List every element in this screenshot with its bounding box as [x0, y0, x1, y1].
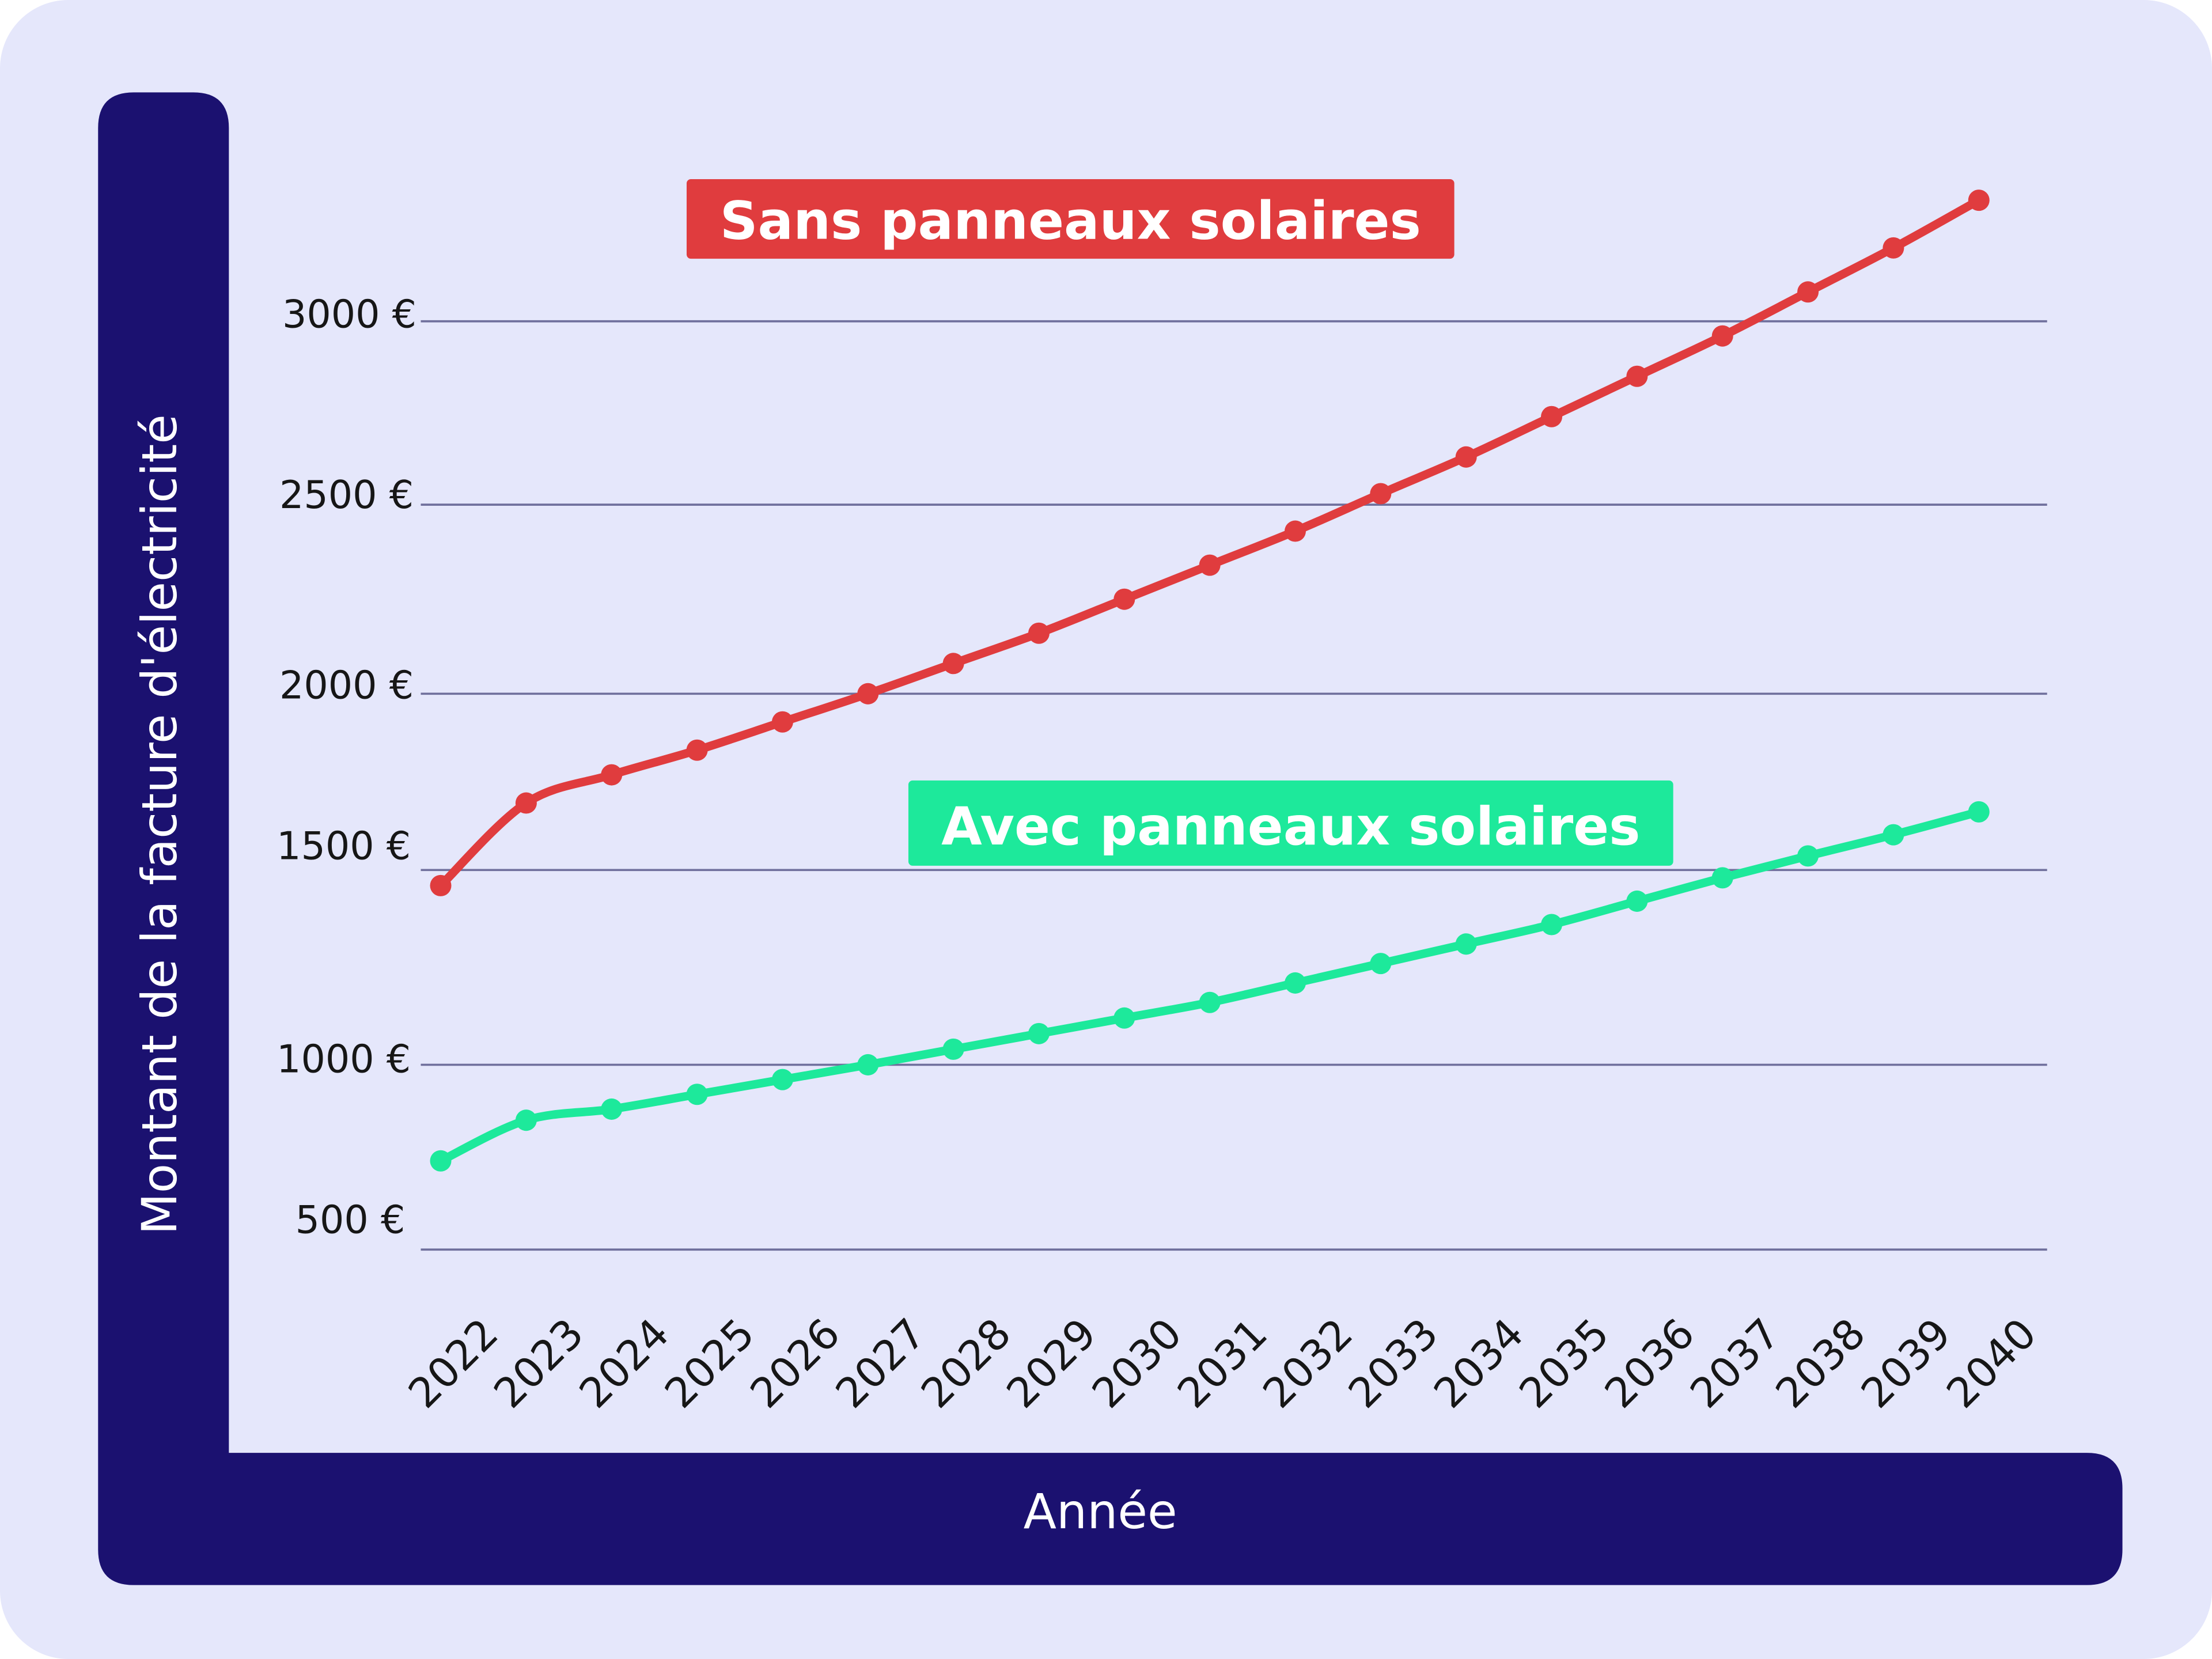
y-tick-label: 2500 €: [279, 472, 414, 517]
legend-avec-panneaux: Avec panneaux solaires: [908, 780, 1673, 866]
data-point: [1883, 824, 1904, 846]
data-point: [686, 1084, 708, 1105]
data-point: [430, 874, 452, 896]
data-point: [942, 1038, 964, 1060]
legend-sans-panneaux-label: Sans panneaux solaires: [720, 190, 1421, 252]
data-point: [1883, 237, 1904, 259]
data-point: [1626, 890, 1648, 912]
legend-avec-panneaux-label: Avec panneaux solaires: [941, 796, 1640, 857]
legend-avec-panneaux-badge: [908, 780, 1673, 866]
gridlines: [421, 320, 2047, 1251]
data-point: [1968, 190, 1990, 211]
data-point: [1626, 365, 1648, 387]
data-point: [942, 653, 964, 675]
series-sans-panneaux: [430, 190, 1990, 896]
data-point: [430, 1150, 452, 1172]
data-point: [857, 683, 879, 704]
y-axis-title: Montant de la facture d'électricité: [131, 414, 188, 1234]
data-point: [1199, 554, 1221, 576]
legend-sans-panneaux: Sans panneaux solaires: [686, 179, 1455, 259]
y-tick-label: 500 €: [296, 1197, 406, 1242]
data-point: [857, 1054, 879, 1075]
data-point: [1455, 446, 1477, 468]
data-point: [1028, 1022, 1050, 1044]
data-point: [1541, 406, 1563, 427]
data-point: [771, 1069, 793, 1090]
data-point: [515, 792, 537, 814]
data-point: [1711, 867, 1733, 889]
legend-sans-panneaux-badge: [686, 179, 1455, 259]
data-point: [1284, 520, 1306, 542]
series-layer: [430, 190, 1990, 1172]
data-point: [515, 1109, 537, 1131]
data-point: [601, 1098, 623, 1120]
y-tick-label: 1500 €: [276, 823, 411, 868]
data-point: [1455, 933, 1477, 955]
y-tick-label: 1000 €: [276, 1037, 411, 1082]
series-avec-panneaux: [430, 801, 1990, 1172]
y-tick-label: 3000 €: [282, 291, 416, 336]
data-point: [686, 739, 708, 761]
data-point: [1968, 801, 1990, 823]
data-point: [1541, 914, 1563, 935]
data-point: [1284, 972, 1306, 994]
data-point: [1797, 845, 1819, 867]
y-tick-labels: 500 € 1000 € 1500 € 2000 € 2500 € 3000 €: [276, 291, 416, 1242]
y-tick-label: 2000 €: [279, 663, 414, 708]
data-point: [1711, 325, 1733, 347]
data-point: [1113, 588, 1135, 610]
data-point: [1370, 483, 1392, 505]
data-point: [1797, 281, 1819, 303]
data-point: [771, 711, 793, 733]
data-point: [1028, 622, 1050, 644]
data-point: [1199, 991, 1221, 1013]
data-point: [1113, 1007, 1135, 1029]
x-axis-title: Année: [1024, 1483, 1177, 1540]
data-point: [601, 764, 623, 786]
data-point: [1370, 953, 1392, 975]
